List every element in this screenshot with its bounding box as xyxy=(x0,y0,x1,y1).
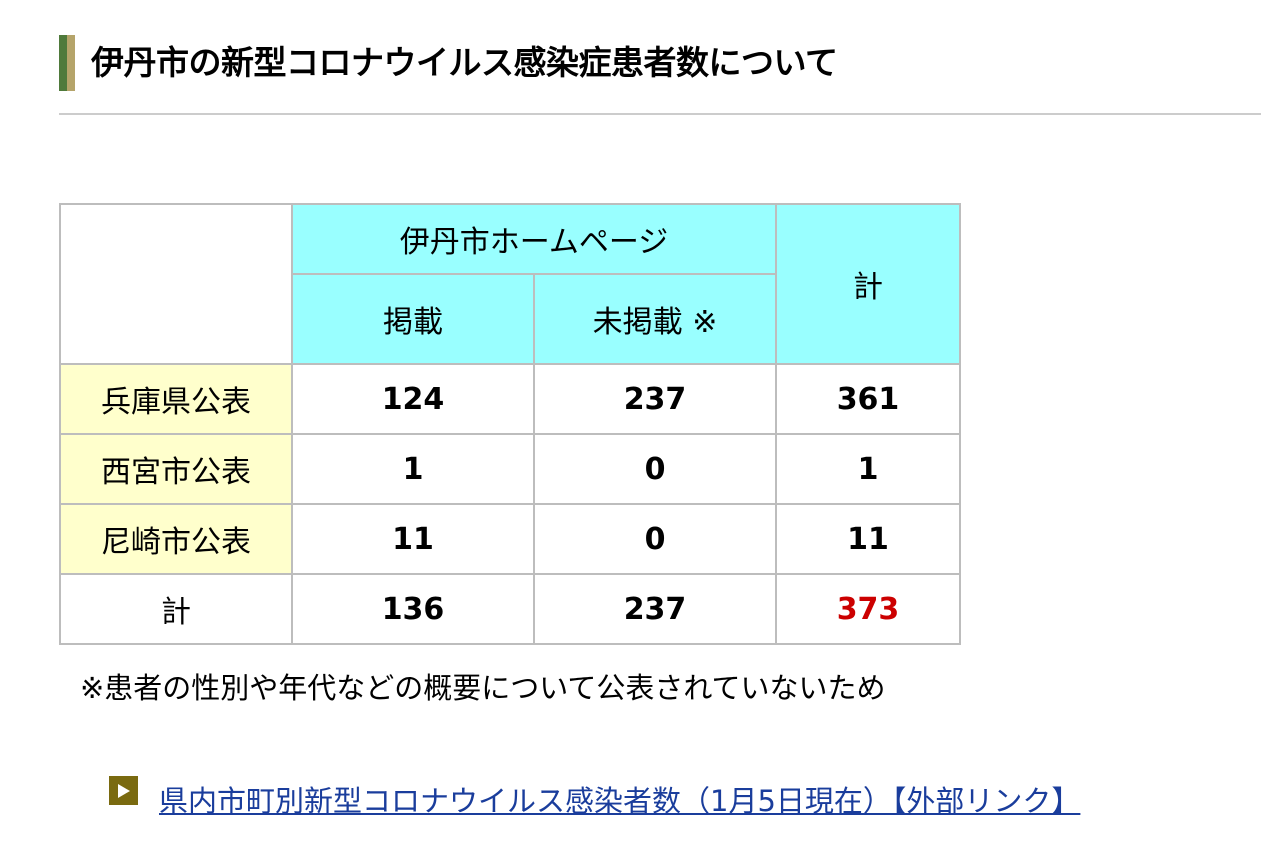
total-row-label: 計 xyxy=(59,573,293,645)
page-heading: 伊丹市の新型コロナウイルス感染症患者数について xyxy=(59,35,1261,115)
cell-unpublished: 0 xyxy=(533,503,777,575)
header-published: 掲載 xyxy=(291,273,535,365)
table-row: 西宮市公表 1 0 1 xyxy=(59,433,961,505)
footnote: ※患者の性別や年代などの概要について公表されていないため xyxy=(80,671,886,705)
cell-unpublished: 237 xyxy=(533,363,777,435)
cell-published: 124 xyxy=(291,363,535,435)
total-unpublished: 237 xyxy=(533,573,777,645)
patient-count-table: 伊丹市ホームページ 計 掲載 未掲載 ※ 兵庫県公表 124 237 361 西… xyxy=(59,203,961,645)
table-row: 兵庫県公表 124 237 361 xyxy=(59,363,961,435)
cell-total: 1 xyxy=(775,433,961,505)
table-corner-cell xyxy=(59,203,293,365)
total-row: 計 136 237 373 xyxy=(59,573,961,645)
row-label: 兵庫県公表 xyxy=(59,363,293,435)
row-label: 西宮市公表 xyxy=(59,433,293,505)
header-city-homepage: 伊丹市ホームページ xyxy=(291,203,777,275)
table-row: 尼崎市公表 11 0 11 xyxy=(59,503,961,575)
cell-published: 1 xyxy=(291,433,535,505)
heading-accent-bar xyxy=(59,35,75,91)
total-published: 136 xyxy=(291,573,535,645)
header-total: 計 xyxy=(775,203,961,365)
cell-published: 11 xyxy=(291,503,535,575)
play-icon xyxy=(109,776,138,805)
external-link-row: 県内市町別新型コロナウイルス感染者数（1月5日現在）【外部リンク】 xyxy=(109,773,1209,825)
row-label: 尼崎市公表 xyxy=(59,503,293,575)
page-title: 伊丹市の新型コロナウイルス感染症患者数について xyxy=(91,43,838,82)
prefecture-infections-link[interactable]: 県内市町別新型コロナウイルス感染者数（1月5日現在）【外部リンク】 xyxy=(159,784,1081,818)
grand-total: 373 xyxy=(775,573,961,645)
cell-total: 361 xyxy=(775,363,961,435)
header-unpublished: 未掲載 ※ xyxy=(533,273,777,365)
cell-total: 11 xyxy=(775,503,961,575)
cell-unpublished: 0 xyxy=(533,433,777,505)
